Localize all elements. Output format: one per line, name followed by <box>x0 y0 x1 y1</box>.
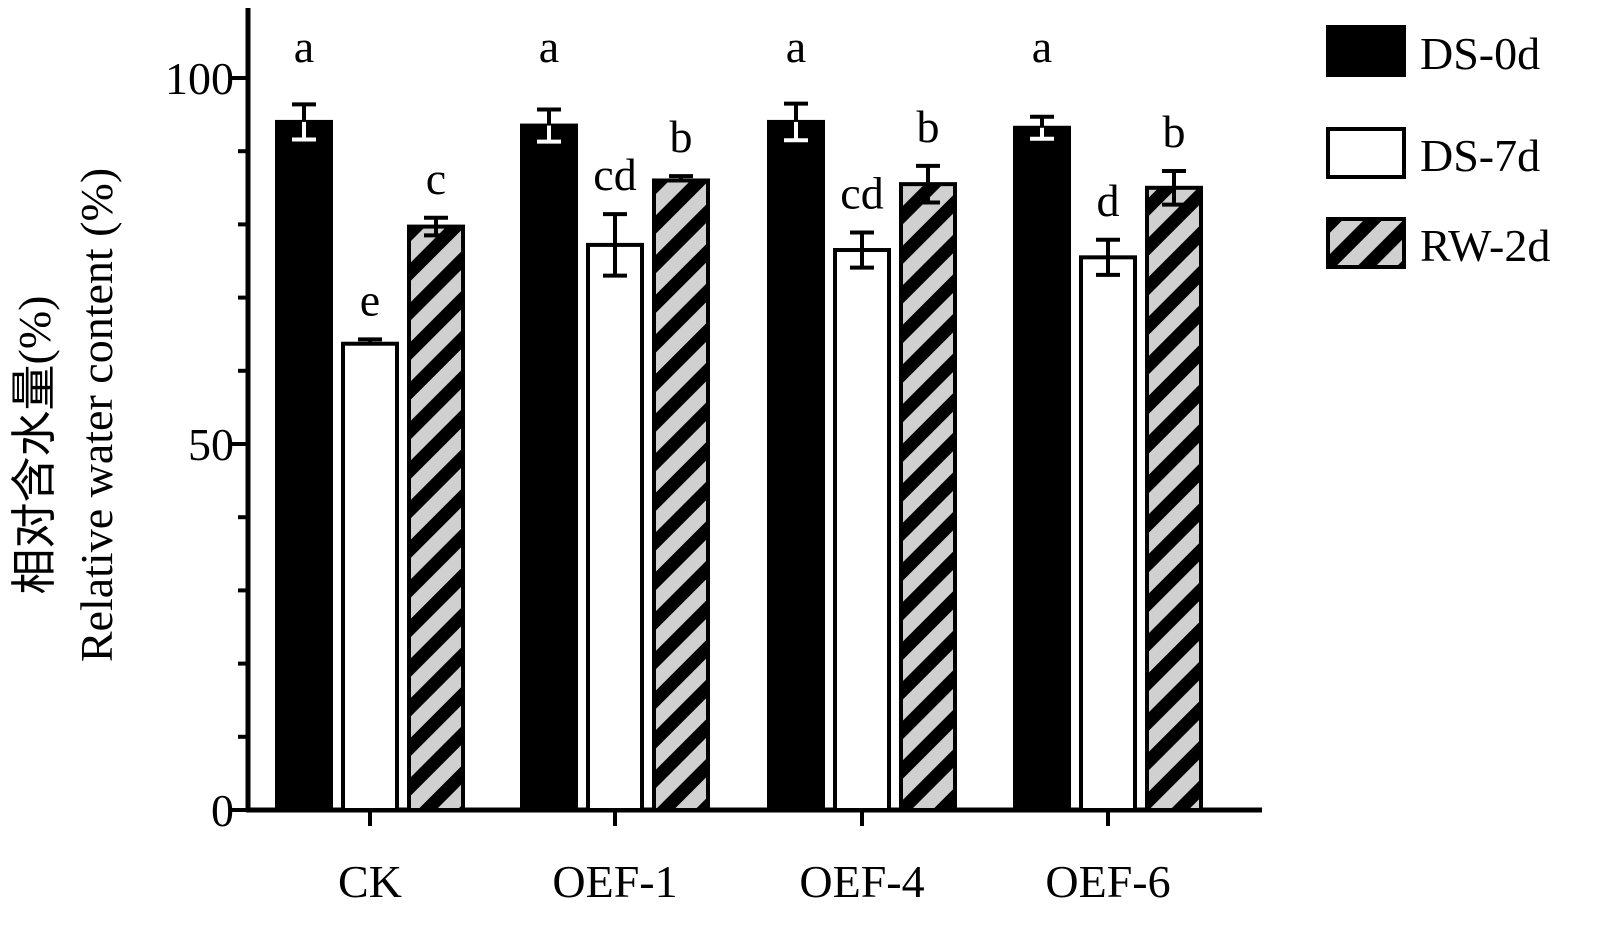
legend-swatch-ds-7d <box>1326 127 1406 179</box>
bar-rw-2d <box>1145 185 1203 813</box>
x-tick-label: OEF-1 <box>552 856 677 907</box>
legend-swatch-ds-0d <box>1326 25 1406 77</box>
x-tick-label: OEF-6 <box>1045 856 1170 907</box>
bar-ds-0d <box>1013 125 1071 812</box>
x-tick-label: CK <box>338 856 402 907</box>
significance-label: a <box>539 21 559 72</box>
significance-label: cd <box>593 149 636 200</box>
significance-label: e <box>360 274 380 325</box>
y-axis-title-chinese: 相对含水量(%) <box>9 296 60 595</box>
legend-label: DS-7d <box>1420 130 1540 181</box>
bar-ds-0d <box>520 123 578 812</box>
bar-rw-2d <box>899 182 957 812</box>
bar-ds-7d <box>1079 255 1137 812</box>
significance-label: a <box>786 21 806 72</box>
bar-ds-7d <box>586 242 644 812</box>
significance-label: a <box>294 21 314 72</box>
bar-ds-0d <box>275 119 333 813</box>
bar-ds-0d <box>767 119 825 813</box>
y-axis-title: Relative water content (%) <box>71 168 122 662</box>
y-tick-label: 50 <box>188 419 234 470</box>
significance-label: b <box>917 101 940 152</box>
y-tick-label: 0 <box>211 785 234 836</box>
significance-label: b <box>670 111 693 162</box>
x-tick-label: OEF-4 <box>799 856 924 907</box>
legend-label: DS-0d <box>1420 28 1540 79</box>
significance-label: c <box>426 153 446 204</box>
significance-label: d <box>1097 175 1120 226</box>
bar-ds-7d <box>341 341 399 812</box>
bar-ds-7d <box>833 248 891 812</box>
significance-label: cd <box>840 167 883 218</box>
bar-rw-2d <box>407 224 465 812</box>
significance-label: a <box>1032 21 1052 72</box>
legend: DS-0d DS-7d RW-2d <box>1326 25 1550 271</box>
bar-rw-2d <box>652 178 710 813</box>
y-tick-label: 100 <box>165 53 234 104</box>
significance-label: b <box>1163 106 1186 157</box>
legend-label: RW-2d <box>1420 220 1550 271</box>
legend-swatch-rw-2d <box>1326 217 1406 269</box>
